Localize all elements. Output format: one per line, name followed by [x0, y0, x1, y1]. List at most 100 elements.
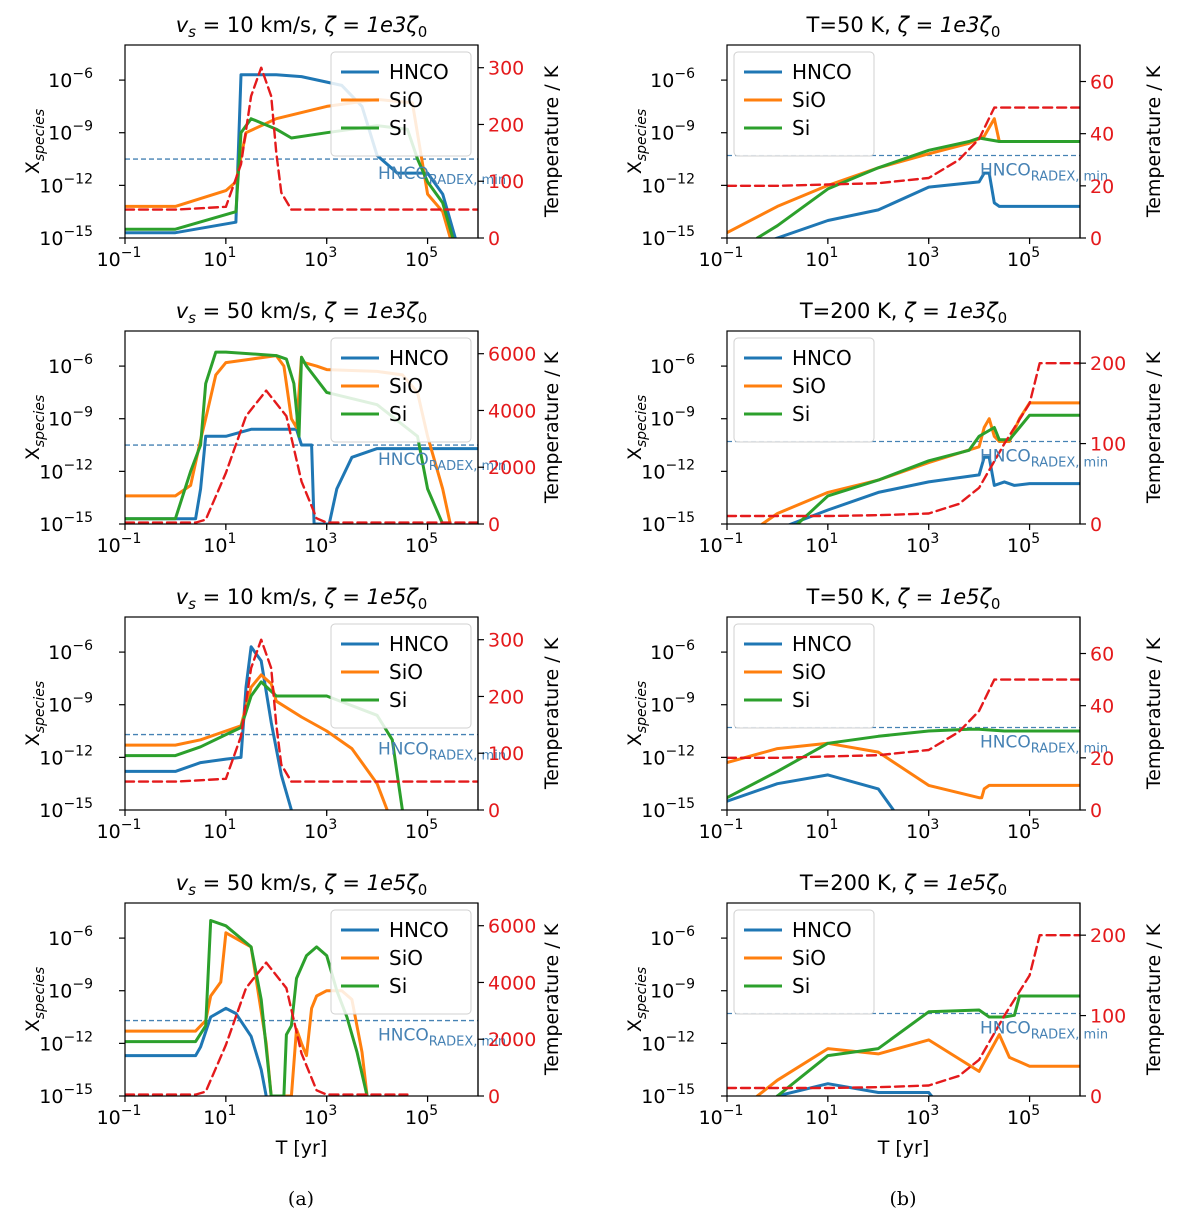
- temp-tick-label: 100: [488, 743, 524, 765]
- subplot-title: T=200 K, ζ = 1e5ζ0: [799, 871, 1007, 899]
- series-temperature: [125, 961, 409, 1096]
- legend-box: [733, 51, 875, 157]
- y-tick-label: 10−9: [650, 119, 695, 145]
- series-temperature: [727, 934, 1080, 1090]
- temp-axis-label: Temperature / K: [1143, 351, 1165, 504]
- temp-tick-label: 100: [1090, 434, 1126, 456]
- x-tick-label: 103: [304, 531, 337, 557]
- temp-tick-label: 100: [488, 171, 524, 193]
- series-temperature: [727, 362, 1080, 518]
- plot-lines: [125, 638, 478, 810]
- y-tick-label: 10−6: [48, 638, 93, 664]
- series-sio: [755, 1033, 1080, 1096]
- legend-label-hnco: HNCO: [389, 632, 449, 656]
- legend-box: [733, 337, 875, 443]
- legend-box: [330, 909, 472, 1015]
- plot-lines: [727, 362, 1080, 524]
- temp-tick-label: 2000: [488, 457, 536, 479]
- legend-box: [330, 623, 472, 729]
- temp-tick-label: 0: [1090, 228, 1102, 250]
- series-temperature: [125, 66, 478, 211]
- temp-axis-label: Temperature / K: [541, 637, 563, 790]
- y-axis-label: Xspecies: [624, 967, 650, 1032]
- temp-tick-label: 100: [1090, 1006, 1126, 1028]
- y-tick-label: 10−12: [39, 1029, 93, 1055]
- legend: HNCO SiO Si: [330, 337, 472, 443]
- legend: HNCO SiO Si: [733, 51, 875, 157]
- y-axis-label: Xspecies: [22, 109, 48, 174]
- subplot-4: HNCORADEX, min 10−1 101 103 105 10−6 10−9 10−12…: [624, 299, 1165, 557]
- series-hnco: [727, 773, 896, 810]
- x-tick-label: 103: [906, 245, 939, 271]
- y-tick-label: 10−12: [39, 457, 93, 483]
- temp-tick-label: 0: [1090, 514, 1102, 536]
- y-tick-label: 10−12: [39, 171, 93, 197]
- legend-label-si: Si: [389, 974, 407, 998]
- caption-b: (b): [890, 1188, 917, 1210]
- subplot-5: HNCORADEX, min 10−1 101 103 105 10−6 10−9 10−12…: [22, 585, 563, 843]
- legend-label-hnco: HNCO: [792, 60, 852, 84]
- x-axis-label: T [yr]: [877, 1137, 930, 1159]
- series-hnco: [772, 171, 1080, 238]
- plot-lines: [727, 678, 1080, 810]
- x-tick-label: 105: [1007, 817, 1040, 843]
- x-tick-label: 10−1: [97, 245, 142, 271]
- legend-label-sio: SiO: [389, 946, 423, 970]
- x-tick-label: 105: [405, 531, 438, 557]
- temp-tick-label: 200: [1090, 925, 1126, 947]
- temp-axis-label: Temperature / K: [541, 65, 563, 218]
- legend: HNCO SiO Si: [733, 909, 875, 1015]
- legend-label-sio: SiO: [389, 88, 423, 112]
- legend-label-hnco: HNCO: [389, 918, 449, 942]
- temp-tick-label: 40: [1090, 124, 1114, 146]
- legend: HNCO SiO Si: [733, 623, 875, 729]
- x-tick-label: 103: [906, 817, 939, 843]
- y-axis-label: Xspecies: [624, 109, 650, 174]
- legend-label-hnco: HNCO: [389, 346, 449, 370]
- subplot-title: T=50 K, ζ = 1e3ζ0: [806, 13, 1001, 41]
- series-si: [796, 413, 1080, 524]
- threshold-label: HNCORADEX, min: [980, 733, 1108, 757]
- temp-axis-label: Temperature / K: [1143, 637, 1165, 790]
- legend-label-sio: SiO: [389, 374, 423, 398]
- subplot-7: HNCORADEX, min 10−1 101 103 105 10−6 10−9 10−12…: [22, 871, 563, 1159]
- x-tick-label: 103: [304, 1103, 337, 1129]
- legend-label-si: Si: [389, 688, 407, 712]
- temp-tick-label: 300: [488, 58, 524, 80]
- x-tick-label: 10−1: [97, 817, 142, 843]
- subplot-8: HNCORADEX, min 10−1 101 103 105 10−6 10−9 10−12…: [624, 871, 1165, 1159]
- temp-tick-label: 20: [1090, 748, 1114, 770]
- x-tick-label: 105: [1007, 1103, 1040, 1129]
- x-tick-label: 10−1: [699, 531, 744, 557]
- y-tick-label: 10−6: [650, 638, 695, 664]
- legend: HNCO SiO Si: [330, 623, 472, 729]
- y-tick-label: 10−6: [650, 352, 695, 378]
- y-tick-label: 10−15: [39, 510, 93, 536]
- legend-label-sio: SiO: [792, 946, 826, 970]
- temp-tick-label: 6000: [488, 344, 536, 366]
- x-tick-label: 103: [304, 245, 337, 271]
- x-tick-label: 103: [906, 1103, 939, 1129]
- x-tick-label: 105: [405, 1103, 438, 1129]
- x-axis-label: T [yr]: [275, 1137, 328, 1159]
- temp-tick-label: 40: [1090, 696, 1114, 718]
- temp-tick-label: 20: [1090, 176, 1114, 198]
- plot-lines: [727, 934, 1080, 1096]
- subplot-3: HNCORADEX, min 10−1 101 103 105 10−6 10−9 10−12…: [22, 299, 563, 557]
- temp-tick-label: 0: [488, 800, 500, 822]
- legend: HNCO SiO Si: [330, 51, 472, 157]
- threshold-label: HNCORADEX, min: [980, 1019, 1108, 1043]
- legend-box: [733, 623, 875, 729]
- series-sio: [727, 741, 1080, 800]
- series-temperature: [125, 389, 478, 524]
- temp-axis-label: Temperature / K: [1143, 923, 1165, 1076]
- x-tick-label: 105: [1007, 531, 1040, 557]
- y-tick-label: 10−9: [650, 691, 695, 717]
- x-tick-label: 101: [203, 245, 236, 271]
- legend-label-si: Si: [792, 116, 810, 140]
- temp-tick-label: 0: [1090, 800, 1102, 822]
- series-temperature: [727, 678, 1080, 759]
- temp-tick-label: 4000: [488, 972, 536, 994]
- y-tick-label: 10−15: [641, 224, 695, 250]
- series-si: [125, 117, 455, 238]
